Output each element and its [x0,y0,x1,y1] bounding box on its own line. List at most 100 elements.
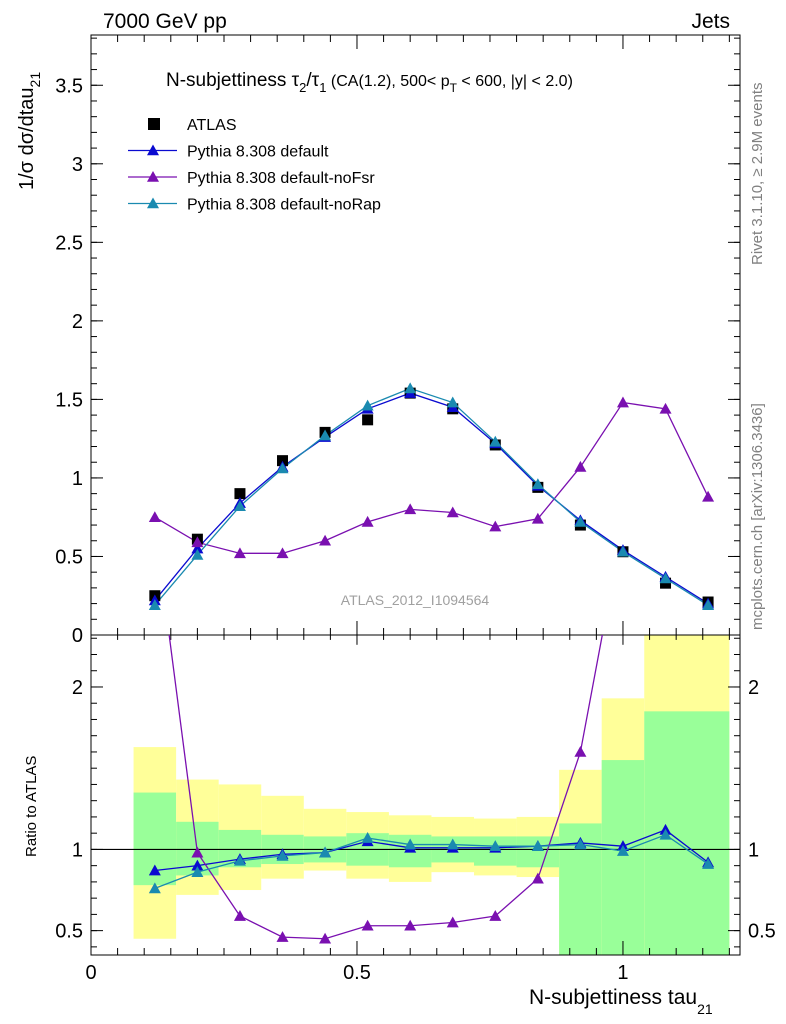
main-ytick-label-1: 0.5 [55,546,83,568]
ratio-point-noFsr-9 [531,872,544,884]
main-ytick-label-0: 0 [72,625,83,647]
ratio-plot-frame [90,634,741,956]
ratio-point-noRap-1 [191,866,204,877]
ratio-line-noRap [154,834,709,890]
main-point-noRap-8 [489,435,502,447]
ratio-point-default-1 [191,859,204,871]
ratio-point-noRap-4 [319,846,332,858]
main-point-noRap-2 [233,500,246,512]
main-point-noRap-4 [319,429,332,441]
main-point-noFsr-5 [361,515,374,527]
main-ytick-label-4: 2 [72,311,83,333]
main-point-noRap-5 [361,399,374,411]
main-point-noFsr-10 [574,460,587,472]
main-point-noFsr-0 [148,511,161,522]
ratio-point-noRap-9 [531,840,544,851]
main-ytick-label-6: 3 [72,154,83,176]
ratio-series-group [148,635,715,944]
legend-marker-default [147,144,159,156]
ratio-ytick-label-right-0: 0.5 [748,921,776,943]
main-point-noFsr-3 [276,547,289,559]
mcplots-label: mcplots.cern.ch [arXiv:1306.3436] [749,403,766,630]
main-ytick-label-7: 3.5 [55,75,83,97]
x-axis-label: N-subjettiness tau21 [529,986,713,1017]
ratio-ytick-label-right-1: 1 [748,839,759,861]
ratio-point-noRap-8 [489,840,502,851]
main-point-noFsr-7 [446,506,459,518]
main-point-noRap-3 [276,462,289,474]
ratio-point-noRap-10 [574,838,587,850]
main-point-noFsr-12 [659,402,672,414]
main-point-noFsr-8 [489,520,502,532]
main-point-data-3 [277,455,289,467]
main-point-noFsr-2 [233,547,246,559]
rivet-label: Rivet 3.1.10, ≥ 2.9M events [749,83,766,266]
main-point-noFsr-6 [404,503,417,515]
ratio-point-noFsr-3 [276,931,289,942]
ratio-ytick-label-0: 0.5 [55,921,83,943]
main-ytick-label-3: 1.5 [55,389,83,411]
ratio-point-noFsr-5 [361,919,374,931]
main-ytick-label-5: 2.5 [55,232,83,254]
main-series-group [148,382,715,610]
ratio-point-noRap-3 [276,849,289,861]
x-tick-label-1: 0.5 [343,962,371,984]
y-axis-label-ratio: Ratio to ATLAS [23,756,40,857]
header-left: 7000 GeV pp [103,10,227,33]
ratio-point-default-0 [148,864,161,876]
main-point-noFsr-1 [191,536,204,548]
main-line-noFsr [154,401,709,554]
main-point-noRap-1 [191,548,204,560]
ratio-point-noRap-7 [446,838,459,850]
legend: ATLAS Pythia 8.308 default Pythia 8.308 de… [128,117,381,214]
ratio-point-noFsr-2 [233,910,246,921]
ratio-point-noFsr-6 [404,919,417,931]
legend-marker-noRap [147,197,159,209]
main-point-noRap-7 [446,396,459,408]
main-line-default [154,392,709,605]
main-point-noRap-9 [531,478,544,490]
main-line-noRap [154,387,709,606]
main-ytick-label-2: 1 [72,468,83,490]
ratio-point-noFsr-10 [574,745,587,757]
ratio-point-noFsr-7 [446,916,459,928]
main-point-data-2 [234,488,246,500]
ratio-line-noFsr [168,635,603,940]
plot-title: N-subjettiness τ2/τ1 (CA(1.2), 500< pT <… [166,70,573,95]
legend-label-default: Pythia 8.308 default [187,144,329,161]
legend-label-noFsr: Pythia 8.308 default-noFsr [187,170,375,187]
ratio-point-noFsr-1 [191,846,204,858]
ratio-point-noRap-0 [148,882,161,894]
x-tick-label-2: 1 [617,962,628,984]
ratio-line-default [154,829,709,872]
header-right: Jets [691,10,730,33]
ratio-ytick-label-2: 2 [72,677,83,699]
legend-label-noRap: Pythia 8.308 default-noRap [187,197,381,214]
main-point-noRap-10 [574,515,587,527]
axis-ticks: 00.511.522.533.50.5 0.51 12 20 0.5 1 [55,35,776,984]
y-axis-label-main: 1/σ dσ/dtau21 [16,72,43,190]
ratio-point-noRap-13 [702,858,715,869]
main-point-noRap-12 [659,572,672,584]
ratio-point-noRap-2 [233,854,246,866]
ratio-ytick-label-1: 1 [72,839,83,861]
ratio-point-noRap-12 [659,828,672,840]
main-point-noRap-6 [404,382,417,394]
ratio-point-noFsr-4 [319,932,332,944]
main-point-noRap-11 [616,545,629,557]
stat-band-11 [601,760,645,955]
ratio-point-noRap-11 [616,845,629,856]
ratio-point-noRap-6 [404,838,417,850]
ratio-ytick-label-right-2: 2 [748,677,759,699]
main-point-noRap-13 [702,599,715,610]
ratio-uncertainty-bands [133,635,730,955]
main-point-data-5 [362,414,374,426]
legend-label-data: ATLAS [187,117,237,134]
main-point-noFsr-13 [702,490,715,502]
ratio-point-noRap-5 [361,832,374,843]
main-point-default-1 [191,542,204,554]
main-point-noFsr-4 [319,534,332,546]
main-point-noFsr-11 [616,396,629,408]
ratio-point-noFsr-8 [489,910,502,921]
